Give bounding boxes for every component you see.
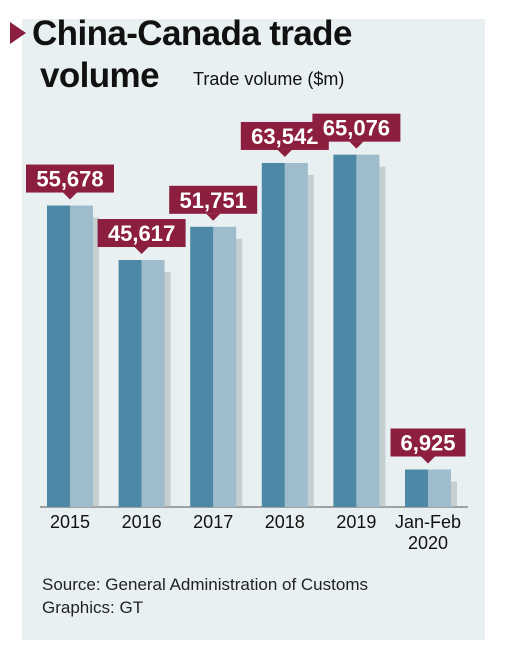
- bar-back: [213, 226, 237, 507]
- bar: [261, 162, 285, 507]
- value-label-box: [390, 428, 466, 457]
- bar: [118, 260, 142, 507]
- value-label-box: [312, 113, 401, 142]
- x-tick-label: 2017: [193, 512, 233, 532]
- value-label: 51,751: [180, 188, 247, 213]
- value-label: 55,678: [36, 167, 103, 192]
- value-label-box: [26, 164, 114, 193]
- value-label-pointer: [63, 192, 77, 200]
- x-tick-label: 2019: [336, 512, 376, 532]
- value-label-pointer: [206, 213, 221, 221]
- bar: [47, 205, 70, 507]
- graphics-credit: Graphics: GT: [42, 598, 144, 617]
- bar-back: [141, 260, 165, 507]
- bar: [333, 154, 357, 507]
- x-tick-label: 2016: [122, 512, 162, 532]
- value-label: 65,076: [323, 116, 390, 141]
- source-note: Source: General Administration of Custom…: [42, 573, 368, 619]
- value-label-box: [97, 219, 186, 248]
- value-label-pointer: [277, 149, 292, 157]
- chart-subtitle: Trade volume ($m): [193, 69, 345, 89]
- value-label: 6,925: [400, 431, 455, 456]
- bar-back: [356, 154, 380, 507]
- bar: [405, 469, 428, 507]
- value-label-pointer: [134, 247, 149, 255]
- source-text: Source: General Administration of Custom…: [42, 575, 368, 594]
- value-label-pointer: [349, 141, 364, 149]
- bar-back: [428, 469, 451, 507]
- bar: [190, 226, 214, 507]
- value-label-pointer: [421, 456, 435, 464]
- value-label: 45,617: [108, 221, 175, 246]
- x-tick-label: 2018: [265, 512, 305, 532]
- bar-chart: 55,678 2015 45,617 2016 51,751 2017 63,542 2018…: [26, 113, 468, 553]
- x-tick-label: 2015: [50, 512, 90, 532]
- chart-title-line2: volume: [40, 56, 160, 95]
- x-tick-label: Jan-Feb: [395, 512, 461, 532]
- bar-back: [284, 162, 308, 507]
- bar-back: [70, 205, 93, 507]
- title-marker-icon: [10, 22, 26, 44]
- value-label-box: [169, 185, 258, 214]
- value-label: 63,542: [251, 124, 318, 149]
- x-tick-label: 2020: [408, 533, 448, 553]
- chart-title-line1: China-Canada trade: [32, 14, 352, 53]
